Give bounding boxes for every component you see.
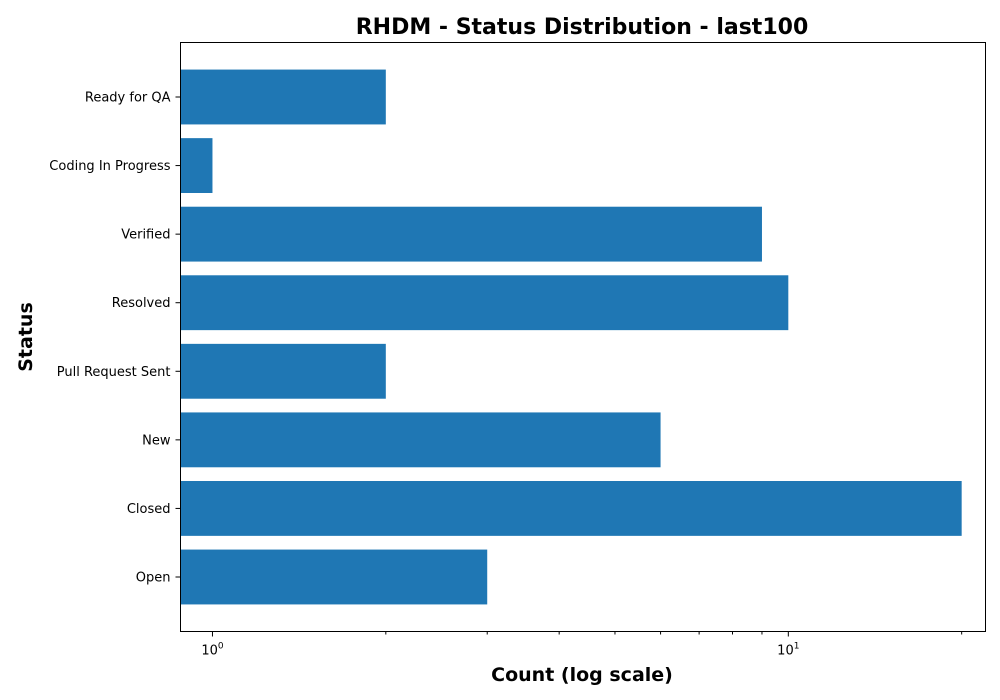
y-tick-label: Resolved [112,296,171,311]
chart-title: RHDM - Status Distribution - last100 [356,15,809,40]
y-tick-label: Open [136,571,171,586]
bars-group [180,69,962,605]
x-tick-label: 100 [201,642,224,659]
x-tick-label: 101 [777,642,799,659]
bar-verified [180,206,762,262]
x-axis: 100 101 [201,631,963,659]
y-tick-label: Verified [121,228,170,243]
y-tick-label: Pull Request Sent [57,365,171,380]
y-tick-label: New [142,433,171,448]
bar-pull-request-sent [180,343,386,399]
y-axis: Open Closed New Pull Request Sent Resolved Ve… [49,91,181,586]
y-tick-label: Coding In Progress [49,159,170,174]
bar-resolved [180,275,789,331]
x-axis-label: Count (log scale) [491,664,673,686]
bar-coding-in-progress [180,138,213,193]
y-axis-label: Status [15,302,37,372]
y-tick-label: Ready for QA [85,91,171,106]
plot-frame [180,42,986,632]
bar-new [180,412,661,468]
y-tick-label: Closed [127,502,171,517]
bar-closed [180,481,962,536]
bar-open [180,549,488,605]
bar-ready-for-qa [180,69,386,125]
